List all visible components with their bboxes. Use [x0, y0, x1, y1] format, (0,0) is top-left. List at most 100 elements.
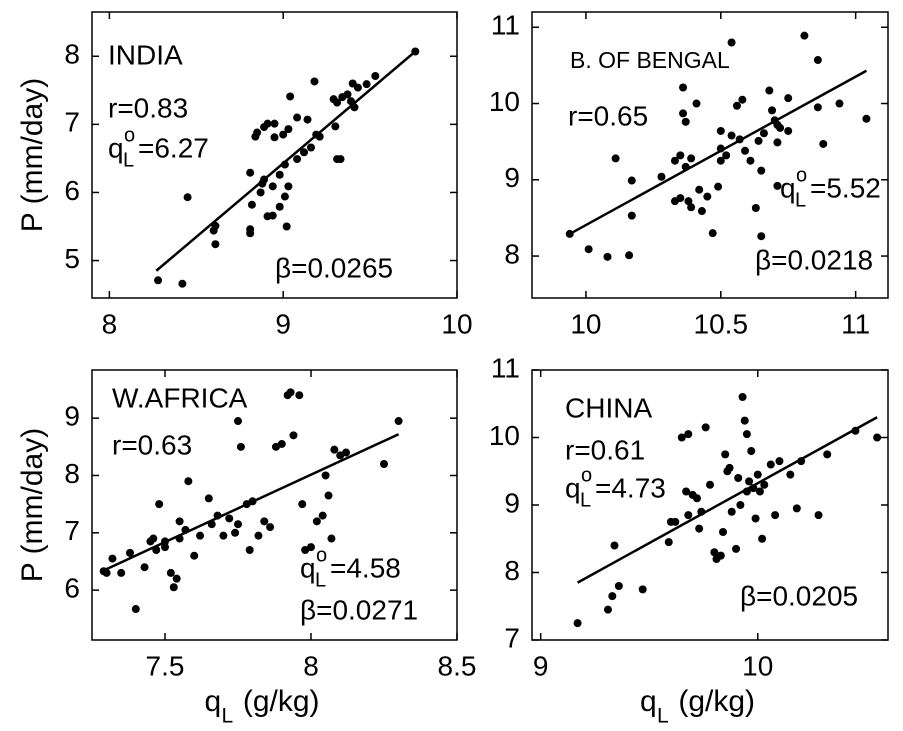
q-annotation-value: =4.73: [595, 472, 666, 503]
point: [725, 463, 734, 472]
r-annotation: r=0.61: [565, 434, 645, 465]
point: [270, 133, 279, 142]
point: [657, 172, 666, 181]
x-tick-label: 8.5: [438, 650, 477, 681]
point: [260, 517, 269, 526]
point: [716, 156, 725, 165]
point: [140, 563, 149, 572]
point: [714, 182, 723, 191]
point: [149, 534, 158, 543]
point: [312, 517, 321, 526]
point: [664, 538, 673, 547]
point: [329, 95, 338, 104]
beta-annotation: β=0.0218: [755, 244, 873, 275]
y-tick-label: 7: [64, 515, 80, 546]
point: [677, 433, 686, 442]
y-tick-label: 9: [504, 487, 520, 518]
point: [873, 433, 882, 442]
y-tick-label: 11: [491, 352, 520, 383]
point: [219, 531, 228, 540]
q-annotation-sub: L: [795, 189, 806, 211]
point: [117, 568, 126, 577]
point: [701, 423, 710, 432]
q-annotation-value: =6.27: [138, 132, 209, 163]
point: [362, 80, 371, 89]
q-annotation-sup: o: [124, 124, 135, 146]
point: [784, 94, 793, 103]
point: [682, 487, 691, 496]
point: [172, 574, 181, 583]
point: [330, 445, 339, 454]
point: [687, 203, 696, 212]
point: [293, 113, 302, 122]
point: [289, 431, 298, 440]
point: [768, 106, 777, 115]
point: [284, 182, 293, 191]
y-tick-label: 11: [491, 10, 520, 41]
point: [745, 477, 754, 486]
y-tick-label: 8: [504, 238, 520, 269]
q-annotation-value: =4.58: [330, 552, 401, 583]
point: [336, 155, 345, 164]
point: [231, 528, 240, 537]
point: [697, 207, 706, 216]
point: [716, 126, 725, 135]
point: [754, 136, 763, 145]
x-axis-label-sub: L: [657, 705, 669, 728]
point: [246, 168, 255, 177]
point: [771, 511, 780, 520]
q-annotation-sub: L: [580, 489, 591, 511]
point: [270, 119, 279, 128]
point: [676, 194, 685, 203]
point: [676, 151, 685, 160]
point: [342, 448, 351, 457]
point: [746, 156, 755, 165]
point: [245, 546, 254, 554]
point: [266, 523, 275, 532]
y-tick-label: 9: [504, 162, 520, 193]
x-tick-label: 11: [841, 308, 870, 339]
point: [234, 520, 242, 529]
beta-annotation: β=0.0265: [275, 252, 393, 283]
point: [766, 460, 775, 469]
point: [692, 99, 701, 108]
point: [773, 181, 782, 190]
point: [234, 417, 242, 426]
x-tick-label: 9: [275, 308, 291, 339]
point: [813, 56, 822, 65]
point: [800, 31, 809, 40]
point: [608, 592, 617, 601]
point: [786, 470, 795, 479]
point: [610, 541, 619, 550]
point: [775, 457, 784, 466]
point: [710, 548, 719, 557]
x-axis-label: q: [205, 685, 222, 718]
point: [348, 79, 357, 88]
point: [681, 117, 690, 126]
point: [747, 447, 756, 455]
point: [784, 126, 793, 135]
y-tick-label: 10: [489, 86, 520, 117]
point: [282, 222, 291, 231]
point: [277, 439, 286, 448]
point: [190, 551, 199, 560]
point: [324, 491, 333, 500]
point: [736, 501, 745, 509]
x-tick-label: 8: [102, 308, 118, 339]
point: [760, 480, 769, 489]
point: [751, 204, 760, 213]
point: [286, 92, 295, 101]
point: [155, 500, 164, 509]
point: [183, 193, 192, 202]
point: [236, 442, 245, 451]
point: [295, 391, 304, 400]
point: [792, 504, 801, 513]
point: [298, 500, 307, 509]
point: [161, 543, 169, 552]
point: [708, 229, 717, 238]
point: [131, 605, 140, 614]
point: [684, 511, 693, 520]
beta-annotation: β=0.0205: [740, 580, 858, 611]
